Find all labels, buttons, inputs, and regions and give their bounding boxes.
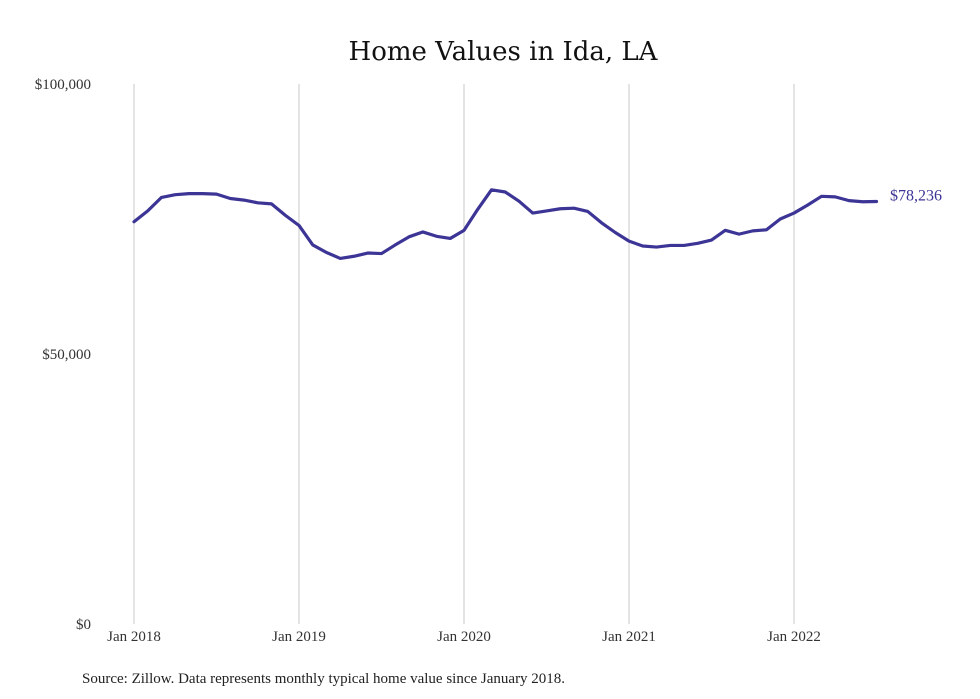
end-value-label: $78,236 [890,188,942,205]
x-tick-label: Jan 2019 [272,629,326,645]
x-tick-label: Jan 2018 [107,629,161,645]
y-tick-label: $50,000 [42,347,91,363]
x-tick-label: Jan 2022 [767,629,821,645]
x-tick-label: Jan 2020 [437,629,491,645]
y-tick-label: $100,000 [35,77,91,93]
source-note: Source: Zillow. Data represents monthly … [82,671,565,687]
y-axis-ticks: $100,000 $50,000 $0 [35,77,91,633]
y-tick-label: $0 [76,617,91,633]
x-tick-label: Jan 2021 [602,629,656,645]
gridlines [133,84,795,624]
home-value-line [132,188,879,261]
x-axis-ticks: Jan 2018 Jan 2019 Jan 2020 Jan 2021 Jan 2022 [107,629,821,645]
chart-title: Home Values in Ida, LA [349,37,659,67]
